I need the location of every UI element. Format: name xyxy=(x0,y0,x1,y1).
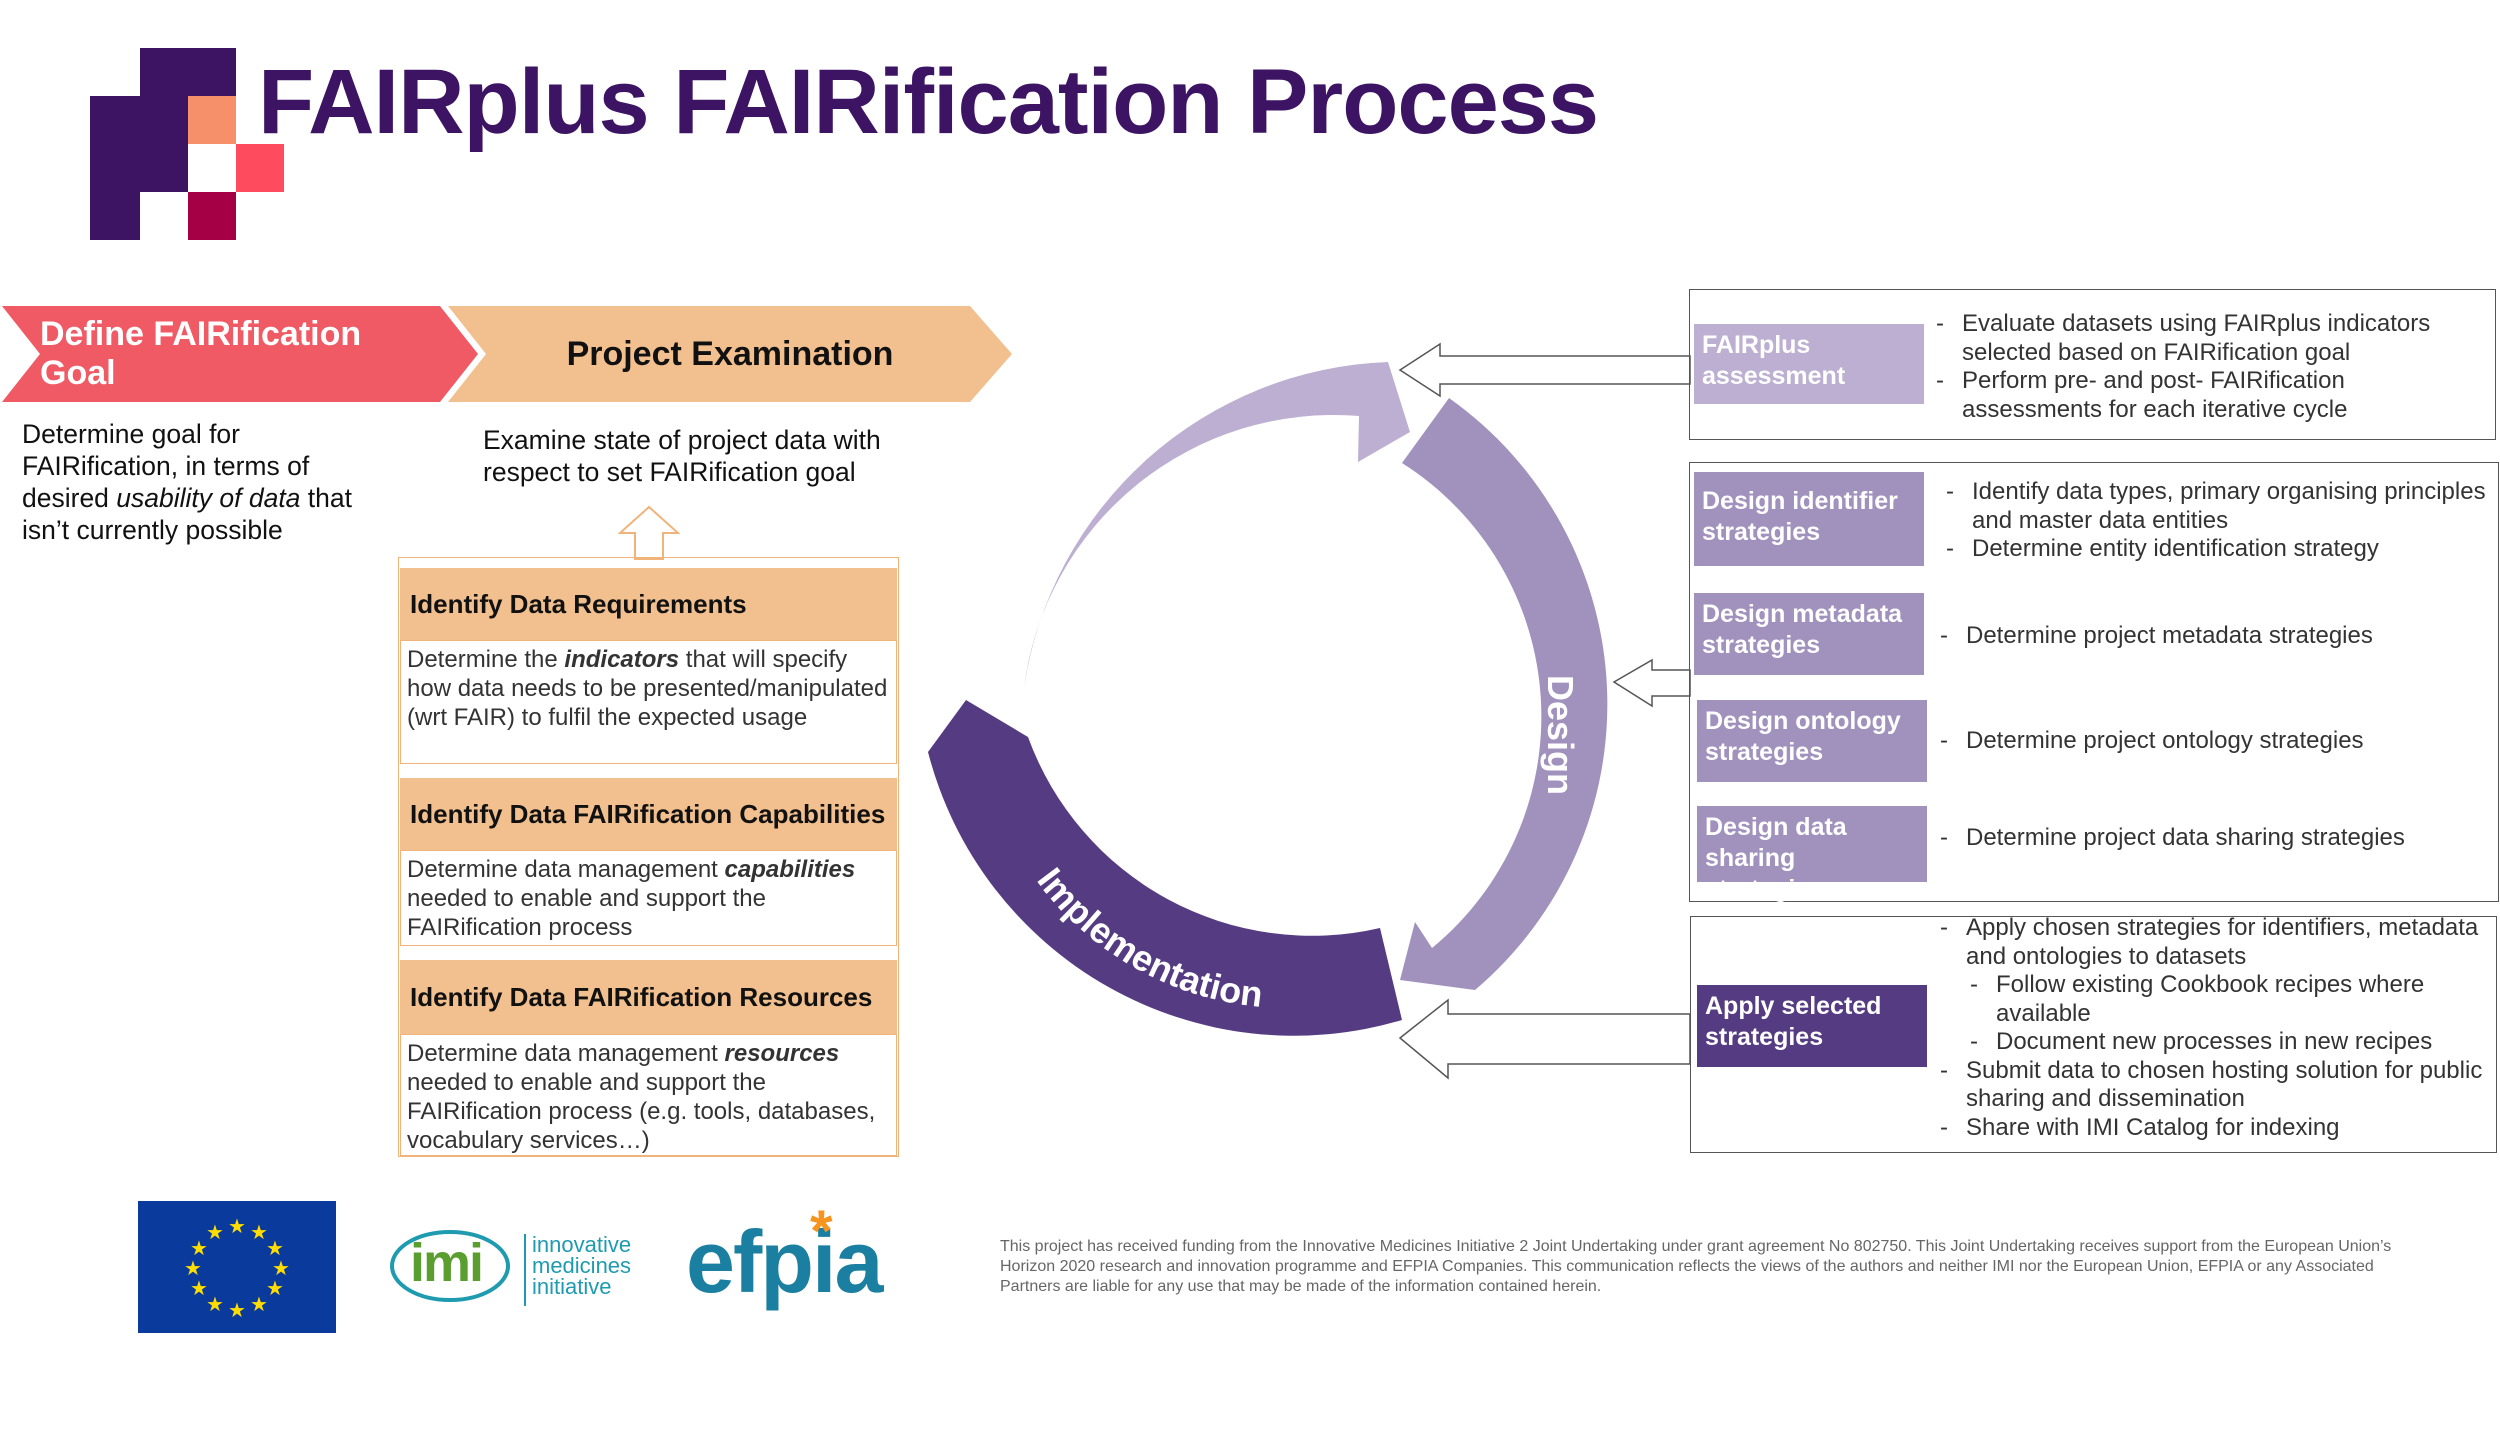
svg-text:★: ★ xyxy=(228,1214,246,1238)
goal-chevron xyxy=(2,306,478,402)
efpia-logo: efpia * xyxy=(686,1199,883,1311)
up-arrow-icon xyxy=(618,505,680,560)
svg-text:★: ★ xyxy=(250,1220,268,1244)
svg-text:★: ★ xyxy=(228,1298,246,1322)
svg-text:★: ★ xyxy=(190,1276,208,1300)
design-bullets-ontology: - Determine project ontology strategies xyxy=(1940,727,2364,754)
svg-text:★: ★ xyxy=(190,1236,208,1260)
assessment-bullet: Perform pre- and post- FAIRification ass… xyxy=(1962,367,2348,423)
assessment-segment xyxy=(1024,362,1410,688)
requirements-header-2: Identify Data FAIRification Capabilities xyxy=(400,778,897,850)
design-label: Design xyxy=(1540,675,1581,795)
exam-chevron xyxy=(448,306,1012,402)
goal-description: Determine goal for FAIRification, in ter… xyxy=(22,419,353,545)
svg-text:★: ★ xyxy=(272,1256,290,1280)
imi-mark: imi xyxy=(410,1233,484,1293)
implementation-segment xyxy=(928,700,1402,1036)
page-title: FAIRplus FAIRification Process xyxy=(258,51,1599,153)
requirements-body-3: Determine data management resources need… xyxy=(400,1034,897,1156)
assessment-tag: FAIRplus assessment xyxy=(1694,324,1924,404)
requirements-header-1: Identify Data Requirements xyxy=(400,568,897,640)
design-tag-ontology: Design ontology strategies xyxy=(1697,700,1927,782)
design-tag-metadata: Design metadata strategies xyxy=(1694,593,1924,675)
design-panel xyxy=(1689,462,2499,902)
exam-description: Examine state of project data with respe… xyxy=(483,425,881,487)
requirements-frame xyxy=(398,557,899,1157)
design-arrow-icon xyxy=(1612,658,1691,708)
requirements-body-2: Determine data management capabilities n… xyxy=(400,850,897,946)
svg-text:★: ★ xyxy=(250,1292,268,1316)
implementation-tag: Apply selected strategies xyxy=(1697,985,1927,1067)
requirements-body-1: Determine the indicators that will speci… xyxy=(400,640,897,764)
assessment-panel xyxy=(1689,289,2496,440)
efpia-asterisk-icon: * xyxy=(810,1199,833,1264)
goal-chevron-label: Define FAIRification Goal xyxy=(40,315,362,392)
svg-text:★: ★ xyxy=(206,1292,224,1316)
svg-text:★: ★ xyxy=(206,1220,224,1244)
design-tag-identifier: Design identifier strategies xyxy=(1694,472,1924,566)
requirements-header-3: Identify Data FAIRification Resources xyxy=(400,960,897,1034)
design-bullets-sharing: - Determine project data sharing strategi… xyxy=(1940,824,2405,851)
assessment-bullet: Evaluate datasets using FAIRplus indicat… xyxy=(1962,310,2431,366)
eu-flag-logo: ★ ★★ ★★★ ★★★ ★★★ xyxy=(138,1201,336,1333)
design-bullets-metadata: - Determine project metadata strategies xyxy=(1940,622,2373,649)
svg-text:★: ★ xyxy=(266,1276,284,1300)
svg-text:★: ★ xyxy=(266,1236,284,1260)
process-chevrons xyxy=(2,306,1012,402)
design-segment xyxy=(1400,398,1608,990)
funding-statement: This project has received funding from t… xyxy=(1000,1238,2392,1295)
implementation-bullets: - Apply chosen strategies for identifiers… xyxy=(1940,914,2483,1141)
assessment-arrow-icon xyxy=(1398,342,1691,398)
implementation-arrow-icon xyxy=(1398,998,1691,1080)
assessment-label: Assessment xyxy=(1008,380,1188,513)
exam-chevron-label: Project Examination xyxy=(566,334,894,373)
assessment-bullets: - Evaluate datasets using FAIRplus indica… xyxy=(1936,310,2491,424)
design-bullets-identifier: - Identify data types, primary organising… xyxy=(1946,478,2486,562)
svg-text:★: ★ xyxy=(184,1256,202,1280)
design-tag-sharing: Design data sharing strategies xyxy=(1697,806,1927,903)
imi-logo: imi xyxy=(388,1226,510,1302)
implementation-panel xyxy=(1690,916,2497,1153)
imi-wordmark: innovative medicines initiative xyxy=(532,1232,632,1299)
assessment-label-path: Assessment xyxy=(1008,380,1188,513)
